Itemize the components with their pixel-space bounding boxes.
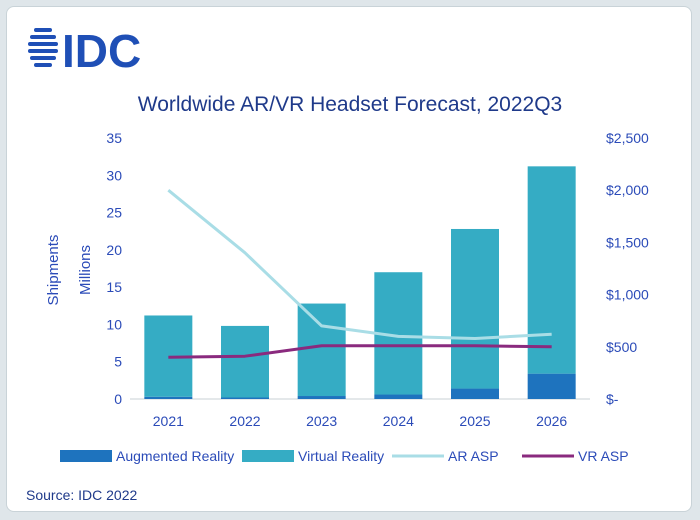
y-tick-label-left: 20 [106, 242, 122, 258]
y-axis-right: $- $500 $1,000 $1,500 $2,000 $2,500 [606, 130, 649, 407]
x-tick-label: 2022 [229, 413, 260, 429]
x-tick-label: 2024 [383, 413, 414, 429]
bar-augmented-reality [451, 388, 499, 399]
bar-virtual-reality [451, 228, 499, 389]
bar-augmented-reality [144, 396, 193, 399]
line-vr-asp [168, 344, 552, 359]
legend-label: VR ASP [578, 448, 629, 464]
y-tick-label-left: 30 [106, 167, 122, 183]
chart-card [6, 6, 692, 512]
asp-lines [167, 189, 552, 359]
x-tick-label: 2025 [459, 413, 490, 429]
legend-swatch [60, 450, 112, 462]
bar-augmented-reality [527, 373, 576, 399]
bars [144, 166, 576, 399]
legend-label: AR ASP [448, 448, 499, 464]
y-tick-label-right: $- [606, 391, 619, 407]
y-tick-label-left: 10 [106, 316, 122, 332]
legend: Augmented Reality Virtual Reality AR ASP VR… [60, 448, 629, 464]
legend-label: Augmented Reality [116, 448, 234, 464]
y-axis-left: 0 5 10 15 20 25 30 35 [106, 130, 122, 407]
y-tick-label-left: 0 [114, 391, 122, 407]
y-tick-label-right: $500 [606, 339, 637, 355]
y-tick-label-left: 35 [106, 130, 122, 146]
line-ar-asp [167, 189, 552, 340]
y-tick-label-right: $1,500 [606, 234, 649, 250]
bar-virtual-reality [221, 325, 269, 398]
bar-augmented-reality [221, 397, 269, 399]
y-tick-label-left: 25 [106, 205, 122, 221]
y-axis-title-millions: Millions [77, 245, 94, 295]
x-tick-label: 2026 [536, 413, 567, 429]
legend-swatch [242, 450, 294, 462]
x-axis: 2021 2022 2023 2024 2025 2026 [153, 413, 568, 429]
x-tick-label: 2021 [153, 413, 184, 429]
y-tick-label-right: $2,500 [606, 130, 649, 146]
legend-label: Virtual Reality [298, 448, 384, 464]
logo-wordmark: IDC [62, 25, 141, 77]
y-tick-label-left: 15 [106, 279, 122, 295]
x-tick-label: 2023 [306, 413, 337, 429]
chart-title: Worldwide AR/VR Headset Forecast, 2022Q3 [138, 93, 562, 116]
bar-augmented-reality [374, 394, 423, 399]
idc-logo: IDC [28, 25, 141, 77]
bar-virtual-reality [297, 303, 346, 397]
y-tick-label-right: $1,000 [606, 287, 649, 303]
y-tick-label-right: $2,000 [606, 182, 649, 198]
y-tick-label-left: 5 [114, 354, 122, 370]
bar-augmented-reality [297, 396, 346, 399]
y-axis-title: Shipments Millions [45, 235, 94, 306]
source-note: Source: IDC 2022 [26, 487, 137, 503]
globe-icon [28, 28, 58, 67]
y-axis-title-shipments: Shipments [45, 235, 62, 306]
bar-virtual-reality [527, 166, 576, 374]
